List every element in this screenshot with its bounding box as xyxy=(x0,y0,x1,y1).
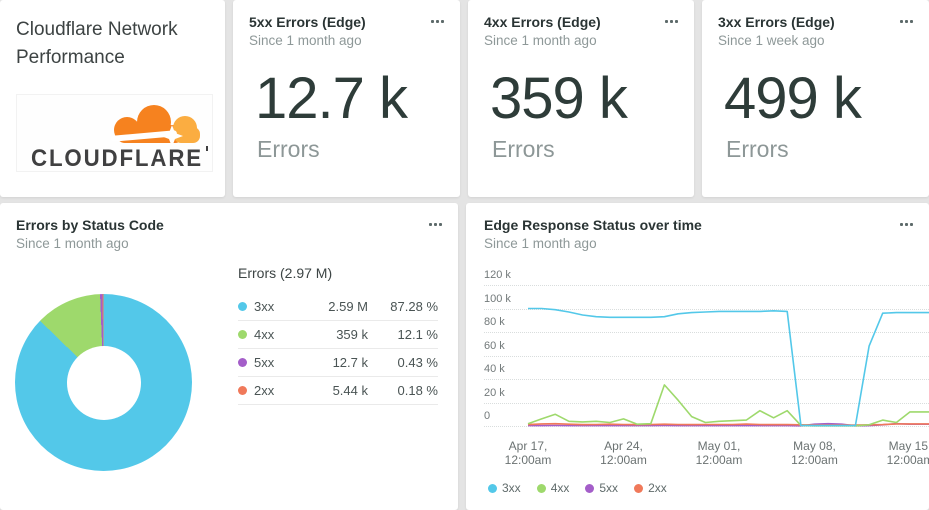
y-axis-tick-label: 20 k xyxy=(484,386,505,399)
x-axis-tick-label: May 08, 12:00am xyxy=(791,439,838,467)
menu-icon[interactable] xyxy=(657,14,678,29)
legend-label: 5xx xyxy=(599,481,619,495)
dashboard-title-card: Cloudflare Network Performance CLOUDFLAR… xyxy=(0,0,225,197)
card-title: 5xx Errors (Edge) xyxy=(249,14,366,30)
series-value: 359 k xyxy=(336,327,368,342)
gridline xyxy=(484,308,929,310)
series-value: 12.7 k xyxy=(332,355,368,370)
series-percent: 12.1 % xyxy=(397,327,438,342)
menu-icon[interactable] xyxy=(892,217,913,232)
stat-unit-label: Errors xyxy=(726,136,789,162)
card-time-range: Since 1 month ago xyxy=(484,33,597,48)
x-axis-tick-label: May 15, 12:00am xyxy=(886,439,929,467)
series-color-dot xyxy=(634,483,644,493)
x-axis-tick-label: May 01, 12:00am xyxy=(695,439,743,467)
series-color-dot xyxy=(238,302,247,311)
series-percent: 0.18 % xyxy=(397,383,438,398)
card-time-range: Since 1 month ago xyxy=(249,33,362,48)
stat-unit-label: Errors xyxy=(492,136,555,162)
series-color-dot xyxy=(238,330,247,339)
cloudflare-logo: CLOUDFLARE xyxy=(16,94,213,172)
card-title: 4xx Errors (Edge) xyxy=(484,14,601,30)
series-name: 3xx xyxy=(254,299,275,314)
gridline xyxy=(484,379,929,380)
donut-legend-row[interactable]: 3xx 2.59 M 87.28 % xyxy=(238,293,438,321)
donut-legend-row[interactable]: 5xx 12.7 k 0.43 % xyxy=(238,349,438,377)
legend-label: 4xx xyxy=(550,481,570,495)
card-time-range: Since 1 week ago xyxy=(718,33,825,48)
stat-value: 499 k xyxy=(724,66,862,131)
donut-legend-table: Errors (2.97 M) 3xx 2.59 M 87.28 % 4xx 359 k… xyxy=(238,265,438,405)
donut-legend-row[interactable]: 4xx 359 k 12.1 % xyxy=(238,321,438,349)
legend-item-3xx[interactable]: 3xx xyxy=(488,481,521,495)
menu-icon[interactable] xyxy=(892,14,913,29)
errors-donut-chart[interactable] xyxy=(15,294,192,471)
cloudflare-logo-image: CLOUDFLARE xyxy=(31,105,208,172)
series-value: 2.59 M xyxy=(328,299,368,314)
series-name: 2xx xyxy=(254,383,275,398)
dashboard-title: Cloudflare Network Performance xyxy=(16,19,178,68)
legend-item-4xx[interactable]: 4xx xyxy=(536,481,570,495)
stat-value: 12.7 k xyxy=(255,66,408,131)
cloudflare-logo-text: CLOUDFLARE xyxy=(31,145,203,171)
line-series-svg[interactable] xyxy=(511,267,929,429)
legend-label: 2xx xyxy=(648,481,667,495)
series-value: 5.44 k xyxy=(332,383,368,398)
series-percent: 0.43 % xyxy=(397,355,438,370)
stat-card-3xx-errors: 3xx Errors (Edge) Since 1 week ago 499 k… xyxy=(702,0,929,197)
chart-legend: 3xx 4xx 5xx 2xx xyxy=(488,481,667,495)
series-color-dot xyxy=(238,358,247,367)
card-title: Edge Response Status over time xyxy=(484,217,702,233)
legend-label: 3xx xyxy=(502,481,521,495)
x-axis-labels: Apr 17, 12:00am Apr 24, 12:00am May 01, 12:00… xyxy=(484,439,929,471)
stat-value: 359 k xyxy=(490,66,628,131)
series-color-dot xyxy=(585,483,595,493)
y-axis-tick-label: 80 k xyxy=(484,316,505,328)
legend-item-2xx[interactable]: 2xx xyxy=(634,481,667,495)
series-color-dot xyxy=(536,483,546,493)
series-name: 5xx xyxy=(254,355,275,370)
stat-unit-label: Errors xyxy=(257,136,320,162)
stat-card-5xx-errors: 5xx Errors (Edge) Since 1 month ago 12.7… xyxy=(233,0,460,197)
series-line-4xx xyxy=(527,384,929,427)
y-axis-tick-label: 100 k xyxy=(484,292,511,305)
donut-legend-title: Errors (2.97 M) xyxy=(238,265,333,281)
errors-by-status-code-card: Errors by Status Code Since 1 month ago … xyxy=(0,203,458,510)
line-chart-plot-area[interactable]: 120 k 100 k 80 k 60 k 40 k 20 k 0 xyxy=(484,267,929,429)
gridline xyxy=(484,285,929,286)
card-title: 3xx Errors (Edge) xyxy=(718,14,835,30)
y-axis-tick-label: 0 xyxy=(484,410,491,422)
x-axis-tick-label: Apr 17, 12:00am xyxy=(504,439,552,467)
y-axis-tick-label: 60 k xyxy=(484,339,505,352)
donut-legend-row[interactable]: 2xx 5.44 k 0.18 % xyxy=(238,377,438,405)
legend-item-5xx[interactable]: 5xx xyxy=(585,481,618,495)
gridline xyxy=(484,332,929,333)
y-axis-tick-label: 40 k xyxy=(484,363,505,375)
edge-response-status-card: Edge Response Status over time Since 1 m… xyxy=(466,203,929,510)
menu-icon[interactable] xyxy=(423,14,444,29)
gridline xyxy=(484,426,929,427)
x-axis-tick-label: Apr 24, 12:00am xyxy=(600,439,647,467)
gridline xyxy=(484,402,929,404)
gridline xyxy=(484,355,929,357)
y-axis-tick-label: 120 k xyxy=(484,269,511,281)
series-name: 4xx xyxy=(254,327,275,342)
card-title: Errors by Status Code xyxy=(16,217,164,233)
card-time-range: Since 1 month ago xyxy=(16,236,129,251)
donut-hole xyxy=(66,345,141,420)
series-line-3xx xyxy=(528,307,929,427)
series-color-dot xyxy=(238,386,247,395)
series-percent: 87.28 % xyxy=(390,299,438,314)
menu-icon[interactable] xyxy=(421,217,442,232)
stat-card-4xx-errors: 4xx Errors (Edge) Since 1 month ago 359 … xyxy=(468,0,694,197)
card-time-range: Since 1 month ago xyxy=(484,236,597,251)
series-color-dot xyxy=(488,483,497,493)
